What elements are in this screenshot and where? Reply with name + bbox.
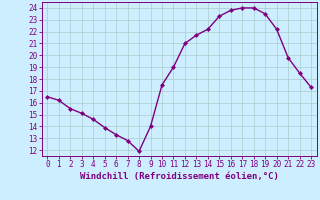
X-axis label: Windchill (Refroidissement éolien,°C): Windchill (Refroidissement éolien,°C) (80, 172, 279, 181)
